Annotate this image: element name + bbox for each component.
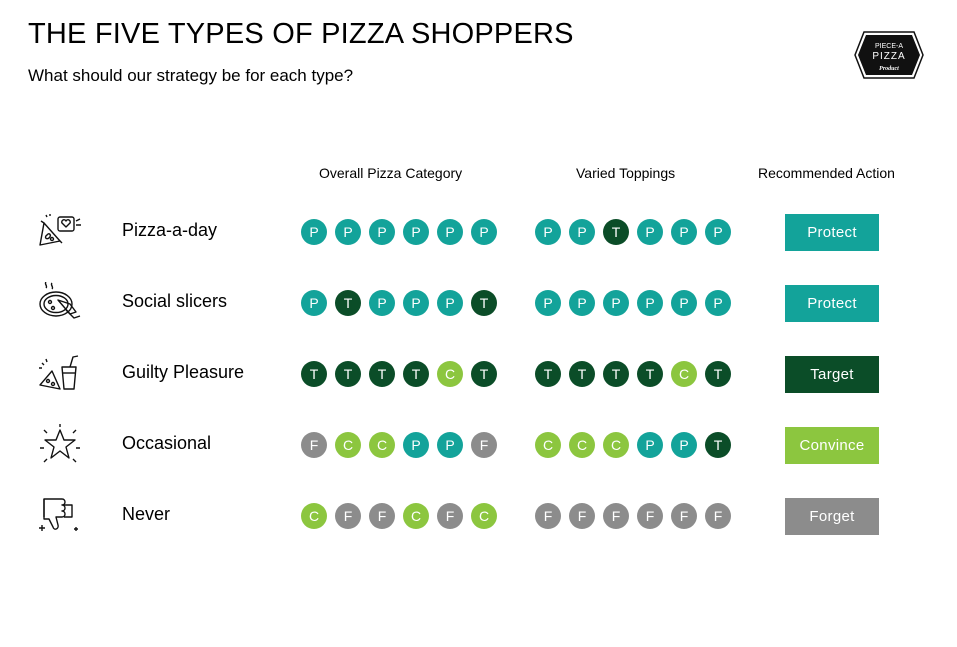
rating-dot: P — [369, 219, 395, 245]
action-badge: Target — [785, 356, 879, 393]
star-icon — [40, 424, 80, 463]
segment-row-pizza-a-day: Pizza-a-day P P P P P P P P T P P P Prot… — [0, 206, 957, 256]
rating-dot: T — [569, 361, 595, 387]
logo-line1: PIECE-A — [875, 43, 903, 50]
rating-dot: T — [403, 361, 429, 387]
rating-dot: T — [335, 290, 361, 316]
rating-dot: F — [637, 503, 663, 529]
rating-dot: F — [471, 432, 497, 458]
action-badge: Convince — [785, 427, 879, 464]
segment-label: Guilty Pleasure — [122, 362, 245, 382]
rating-dot: P — [705, 290, 731, 316]
rating-dot: C — [535, 432, 561, 458]
rating-dot: P — [637, 432, 663, 458]
rating-dot: T — [301, 361, 327, 387]
rating-dot: P — [705, 219, 731, 245]
rating-dot: C — [603, 432, 629, 458]
column-header-toppings: Varied Toppings — [576, 165, 676, 181]
rating-dot: F — [705, 503, 731, 529]
rating-dot: C — [569, 432, 595, 458]
rating-dot: P — [437, 219, 463, 245]
rating-dot: F — [569, 503, 595, 529]
rating-dot: P — [603, 290, 629, 316]
rating-dot: T — [369, 361, 395, 387]
rating-dot: P — [637, 219, 663, 245]
action-badge: Protect — [785, 285, 879, 322]
rating-dot: T — [335, 361, 361, 387]
overall-dots: T T T T C T — [301, 361, 497, 387]
rating-dot: T — [637, 361, 663, 387]
rating-dot: P — [437, 290, 463, 316]
rating-dot: P — [403, 219, 429, 245]
rating-dot: C — [437, 361, 463, 387]
toppings-dots: C C C P P T — [535, 432, 731, 458]
thumbs-down-icon — [39, 498, 78, 531]
rating-dot: F — [335, 503, 361, 529]
pizza-love-icon — [39, 214, 81, 246]
rating-dot: T — [471, 290, 497, 316]
overall-dots: C F F C F C — [301, 503, 497, 529]
rating-dot: P — [403, 290, 429, 316]
rating-dot: C — [403, 503, 429, 529]
rating-dot: C — [671, 361, 697, 387]
rating-dot: P — [569, 290, 595, 316]
segment-row-never: Never C F F C F C F F F F F F Forget — [0, 490, 957, 540]
toppings-dots: F F F F F F — [535, 503, 731, 529]
rating-dot: T — [603, 361, 629, 387]
rating-dot: F — [603, 503, 629, 529]
rating-dot: P — [671, 219, 697, 245]
column-header-overall: Overall Pizza Category — [319, 165, 463, 181]
rating-dot: P — [671, 290, 697, 316]
rating-dot: F — [301, 432, 327, 458]
rating-dot: C — [471, 503, 497, 529]
column-header-action: Recommended Action — [758, 165, 895, 181]
rating-dot: T — [705, 432, 731, 458]
overall-dots: P T P P P T — [301, 290, 497, 316]
rating-dot: P — [671, 432, 697, 458]
pizza-soda-icon — [39, 355, 79, 390]
rating-dot: F — [671, 503, 697, 529]
brand-logo: PIECE-A PIZZA Product — [854, 31, 924, 79]
rating-dot: P — [369, 290, 395, 316]
segment-label: Never — [122, 504, 171, 524]
toppings-dots: P P P P P P — [535, 290, 731, 316]
rating-dot: T — [705, 361, 731, 387]
segment-label: Pizza-a-day — [122, 220, 218, 240]
segment-row-social-slicers: Social slicers P T P P P T P P P P P P P… — [0, 277, 957, 327]
rating-dot: F — [535, 503, 561, 529]
rating-dot: T — [603, 219, 629, 245]
segment-label: Social slicers — [122, 291, 228, 311]
segment-row-guilty-pleasure: Guilty Pleasure T T T T C T T T T T C T … — [0, 348, 957, 398]
rating-dot: P — [535, 290, 561, 316]
rating-dot: P — [471, 219, 497, 245]
rating-dot: F — [369, 503, 395, 529]
rating-dot: P — [637, 290, 663, 316]
toppings-dots: P P T P P P — [535, 219, 731, 245]
rating-dot: C — [335, 432, 361, 458]
rating-dot: P — [569, 219, 595, 245]
logo-line2: PIZZA — [872, 51, 905, 62]
rating-dot: P — [335, 219, 361, 245]
overall-dots: P P P P P P — [301, 219, 497, 245]
rating-dot: P — [403, 432, 429, 458]
rating-dot: C — [369, 432, 395, 458]
rating-dot: P — [437, 432, 463, 458]
action-badge: Protect — [785, 214, 879, 251]
segment-label: Occasional — [122, 433, 212, 453]
page-title: THE FIVE TYPES OF PIZZA SHOPPERS — [28, 18, 574, 50]
rating-dot: C — [301, 503, 327, 529]
rating-dot: T — [535, 361, 561, 387]
page-subtitle: What should our strategy be for each typ… — [28, 66, 354, 85]
toppings-dots: T T T T C T — [535, 361, 731, 387]
shared-pizza-icon — [39, 282, 81, 319]
overall-dots: F C C P P F — [301, 432, 497, 458]
segment-row-occasional: Occasional F C C P P F C C C P P T Convi… — [0, 419, 957, 469]
rating-dot: F — [437, 503, 463, 529]
rating-dot: T — [471, 361, 497, 387]
rating-dot: P — [535, 219, 561, 245]
rating-dot: P — [301, 219, 327, 245]
rating-dot: P — [301, 290, 327, 316]
logo-line3: Product — [879, 66, 899, 72]
action-badge: Forget — [785, 498, 879, 535]
